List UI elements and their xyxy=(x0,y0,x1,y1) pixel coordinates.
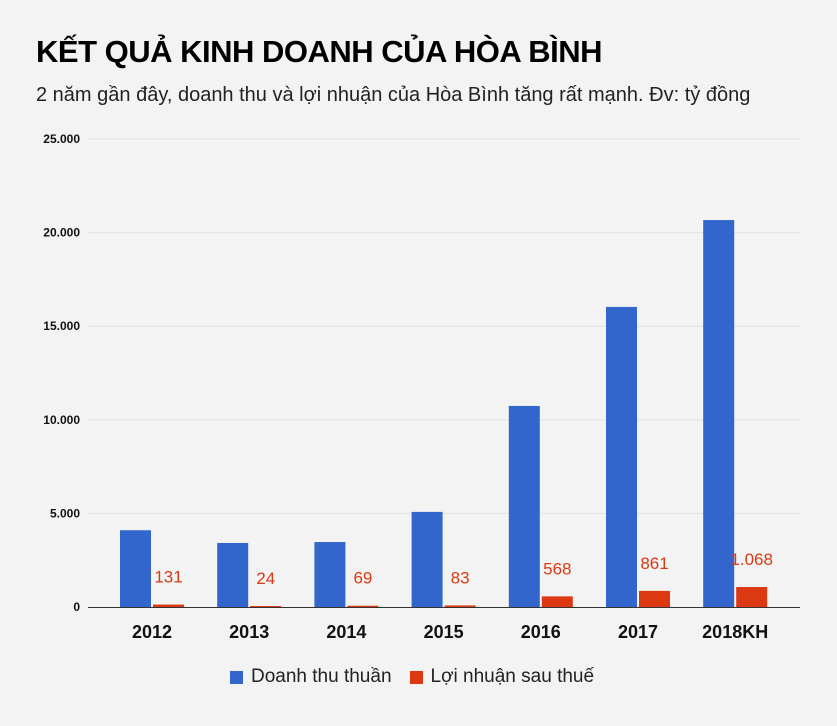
bar-profit-2018KH xyxy=(736,587,768,607)
data-label-profit: 1.068 xyxy=(730,550,773,569)
bar-revenue-2015 xyxy=(411,511,443,607)
legend-swatch-revenue xyxy=(230,670,243,684)
y-tick-label: 5.000 xyxy=(50,506,80,520)
y-tick-label: 0 xyxy=(73,600,80,614)
data-label-profit: 24 xyxy=(256,569,275,588)
data-label-profit: 69 xyxy=(353,569,372,588)
bar-profit-2012 xyxy=(153,604,184,607)
y-tick-label: 20.000 xyxy=(43,226,80,240)
x-tick-label: 2017 xyxy=(618,622,658,642)
bar-revenue-2012 xyxy=(120,530,151,607)
legend-label-revenue: Doanh thu thuần xyxy=(251,666,392,687)
legend-label-profit: Lợi nhuận sau thuế xyxy=(430,666,595,687)
bar-revenue-2013 xyxy=(217,542,249,607)
y-tick-label: 15.000 xyxy=(43,319,80,333)
bar-revenue-2016 xyxy=(508,405,540,607)
data-label-profit: 861 xyxy=(640,554,668,573)
x-tick-label: 2018KH xyxy=(702,622,768,642)
chart-subtitle: 2 năm gần đây, doanh thu và lợi nhuận củ… xyxy=(36,84,751,106)
x-tick-label: 2016 xyxy=(521,622,561,642)
legend-item-revenue[interactable]: Doanh thu thuần xyxy=(230,666,392,688)
data-label-profit: 568 xyxy=(543,559,571,578)
x-tick-label: 2015 xyxy=(424,622,464,642)
legend-swatch-profit xyxy=(409,670,423,684)
bar-profit-2016 xyxy=(541,596,573,607)
data-label-profit: 83 xyxy=(451,568,470,587)
x-tick-label: 2012 xyxy=(132,622,172,642)
chart-title: KẾT QUẢ KINH DOANH CỦA HÒA BÌNH xyxy=(36,34,603,69)
y-tick-label: 25.000 xyxy=(43,132,80,146)
x-tick-label: 2013 xyxy=(229,622,269,642)
bar-revenue-2014 xyxy=(314,542,346,607)
bar-profit-2013 xyxy=(250,606,282,607)
data-label-profit: 131 xyxy=(154,568,182,587)
legend-item-profit[interactable]: Lợi nhuận sau thuế xyxy=(409,666,595,688)
bar-profit-2017 xyxy=(639,590,670,607)
bar-profit-2014 xyxy=(347,605,379,607)
bar-revenue-2017 xyxy=(606,306,637,607)
bar-profit-2015 xyxy=(444,605,476,607)
legend: Doanh thu thuần Lợi nhuận sau thuế xyxy=(230,666,612,688)
bar-revenue-2018KH xyxy=(703,220,735,607)
x-tick-label: 2014 xyxy=(326,622,366,642)
y-tick-label: 10.000 xyxy=(43,413,80,427)
